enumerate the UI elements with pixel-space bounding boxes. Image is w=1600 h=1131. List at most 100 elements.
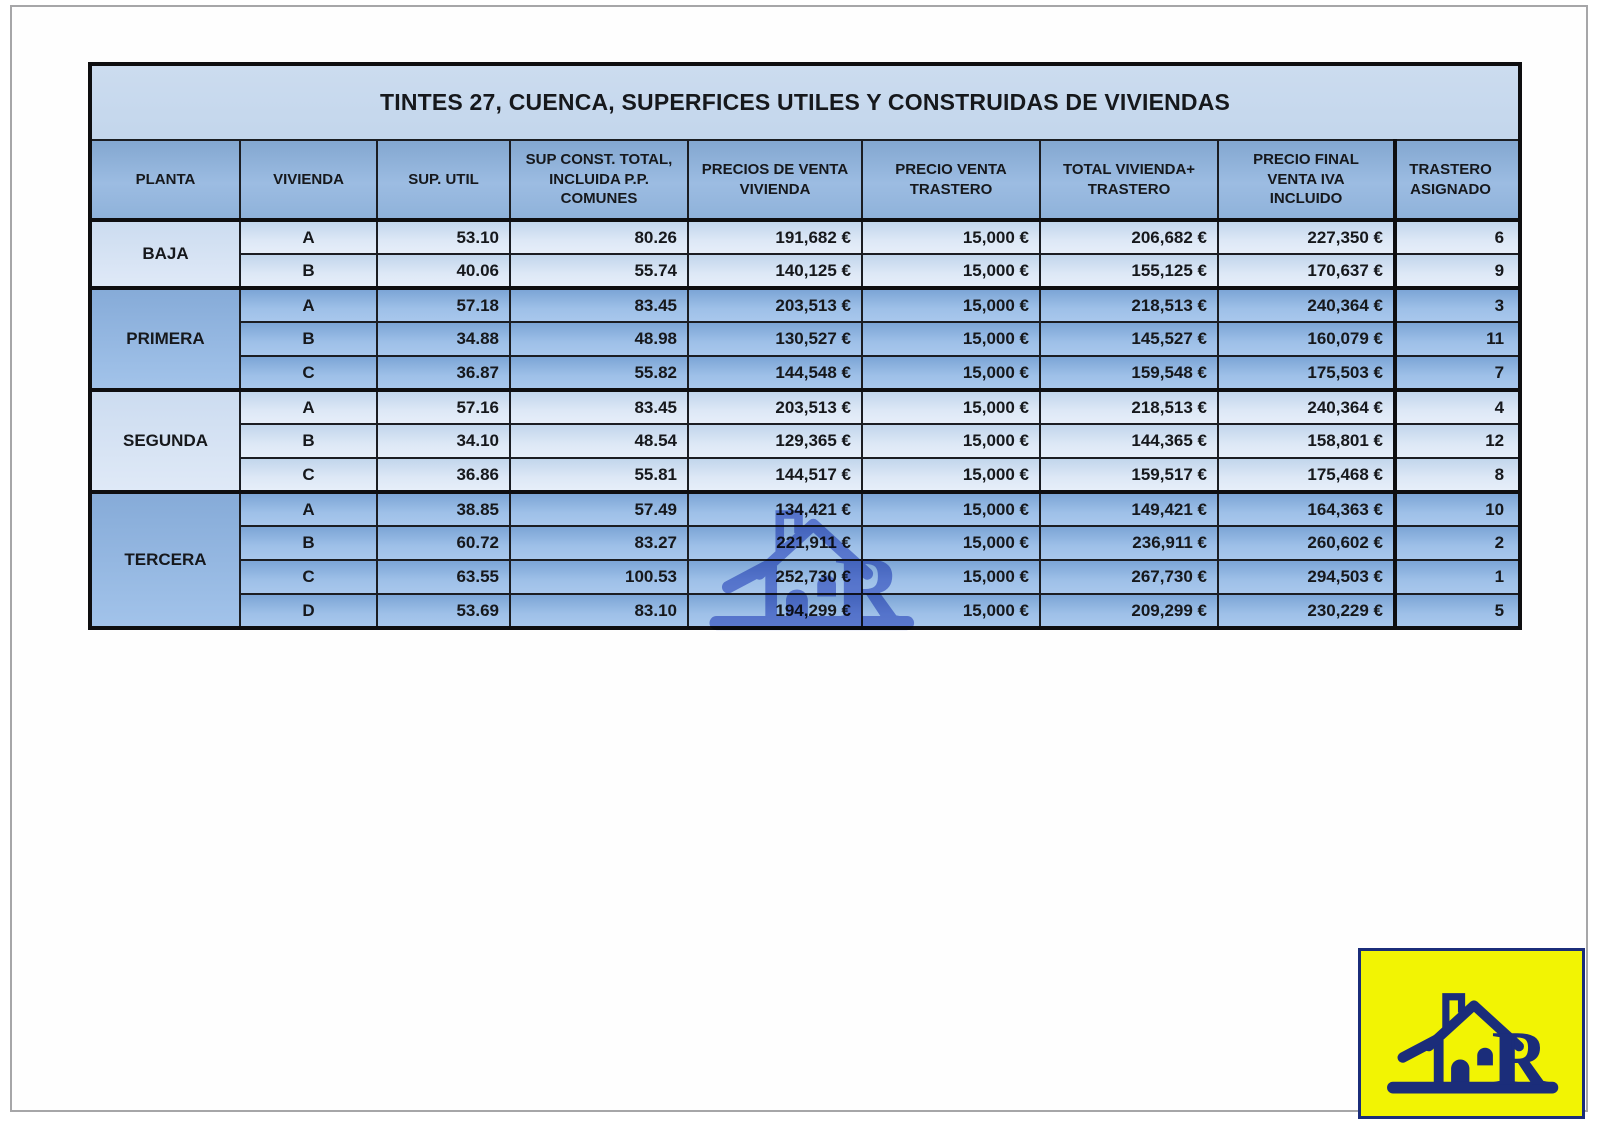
sup-const-cell: 100.53 (509, 559, 689, 595)
column-header-sup-const: SUP CONST. TOTAL, INCLUIDA P.P. COMUNES (509, 139, 689, 222)
precio-venta-cell: 221,911 € (687, 525, 863, 561)
vivienda-cell: C (239, 559, 378, 595)
sup-util-cell: 53.69 (376, 593, 511, 629)
agency-logo (1358, 948, 1585, 1119)
precio-venta-cell: 191,682 € (687, 218, 863, 255)
sup-const-cell: 83.27 (509, 525, 689, 561)
precio-venta-cell: 130,527 € (687, 321, 863, 357)
sup-const-cell: 48.98 (509, 321, 689, 357)
vivienda-cell: A (239, 388, 378, 425)
table-row: B 60.72 83.27 221,911 € 15,000 € 236,911… (90, 525, 1522, 561)
total-cell: 145,527 € (1039, 321, 1219, 357)
column-header-precio-trastero: PRECIO VENTA TRASTERO (861, 139, 1041, 222)
sup-util-cell: 53.10 (376, 218, 511, 255)
precio-final-cell: 160,079 € (1217, 321, 1396, 357)
table-row: B 34.88 48.98 130,527 € 15,000 € 145,527… (90, 321, 1522, 357)
total-cell: 155,125 € (1039, 253, 1219, 289)
precio-venta-cell: 129,365 € (687, 423, 863, 459)
total-cell: 236,911 € (1039, 525, 1219, 561)
total-cell: 206,682 € (1039, 218, 1219, 255)
sup-const-cell: 83.45 (509, 388, 689, 425)
vivienda-cell: A (239, 218, 378, 255)
planta-cell: TERCERA (89, 490, 241, 629)
precio-venta-cell: 144,517 € (687, 457, 863, 493)
table-header-row: PLANTA VIVIENDA SUP. UTIL SUP CONST. TOT… (89, 139, 1522, 222)
sup-const-cell: 83.10 (509, 593, 689, 629)
precio-final-cell: 227,350 € (1217, 218, 1396, 255)
precio-trastero-cell: 15,000 € (861, 286, 1041, 323)
sup-const-cell: 55.74 (509, 253, 689, 289)
sup-const-cell: 83.45 (509, 286, 689, 323)
sup-const-cell: 80.26 (509, 218, 689, 255)
precio-final-cell: 230,229 € (1217, 593, 1396, 629)
column-header-sup-util: SUP. UTIL (376, 139, 511, 222)
precio-final-cell: 158,801 € (1217, 423, 1396, 459)
precio-venta-cell: 203,513 € (687, 388, 863, 425)
sup-const-cell: 48.54 (509, 423, 689, 459)
precio-venta-cell: 203,513 € (687, 286, 863, 323)
precio-trastero-cell: 15,000 € (861, 559, 1041, 595)
table-row: C 63.55 100.53 252,730 € 15,000 € 267,73… (90, 559, 1522, 595)
total-cell: 159,548 € (1039, 355, 1219, 391)
column-header-precio-venta: PRECIOS DE VENTA VIVIENDA (687, 139, 863, 222)
sup-util-cell: 40.06 (376, 253, 511, 289)
total-cell: 144,365 € (1039, 423, 1219, 459)
precio-trastero-cell: 15,000 € (861, 490, 1041, 527)
trastero-asignado-cell: 3 (1392, 286, 1522, 323)
table-row: D 53.69 83.10 194,299 € 15,000 € 209,299… (90, 593, 1522, 629)
sup-util-cell: 36.86 (376, 457, 511, 493)
sup-util-cell: 34.10 (376, 423, 511, 459)
total-cell: 159,517 € (1039, 457, 1219, 493)
house-r-logo-icon (1374, 963, 1570, 1105)
table-row: C 36.86 55.81 144,517 € 15,000 € 159,517… (90, 457, 1522, 493)
price-table: TINTES 27, CUENCA, SUPERFICES UTILES Y C… (88, 62, 1523, 630)
precio-trastero-cell: 15,000 € (861, 218, 1041, 255)
table-row: B 40.06 55.74 140,125 € 15,000 € 155,125… (90, 253, 1522, 289)
precio-trastero-cell: 15,000 € (861, 253, 1041, 289)
table-row: PRIMERA A 57.18 83.45 203,513 € 15,000 €… (89, 286, 1522, 391)
total-cell: 218,513 € (1039, 286, 1219, 323)
vivienda-cell: A (239, 286, 378, 323)
trastero-asignado-cell: 8 (1392, 457, 1522, 493)
sup-const-cell: 57.49 (509, 490, 689, 527)
trastero-asignado-cell: 2 (1392, 525, 1522, 561)
precio-venta-cell: 194,299 € (687, 593, 863, 629)
trastero-asignado-cell: 6 (1392, 218, 1522, 255)
vivienda-cell: B (239, 423, 378, 459)
total-cell: 218,513 € (1039, 388, 1219, 425)
table-title-row: TINTES 27, CUENCA, SUPERFICES UTILES Y C… (88, 63, 1522, 141)
sup-const-cell: 55.81 (509, 457, 689, 493)
table-row: BAJA A 53.10 80.26 191,682 € 15,000 € 20… (89, 218, 1522, 289)
precio-trastero-cell: 15,000 € (861, 457, 1041, 493)
column-header-precio-final: PRECIO FINAL VENTA IVA INCLUIDO (1217, 139, 1396, 222)
precio-trastero-cell: 15,000 € (861, 525, 1041, 561)
vivienda-cell: B (239, 321, 378, 357)
trastero-asignado-cell: 5 (1392, 593, 1522, 629)
precio-trastero-cell: 15,000 € (861, 423, 1041, 459)
price-table-container: TINTES 27, CUENCA, SUPERFICES UTILES Y C… (88, 62, 1523, 630)
trastero-asignado-cell: 9 (1392, 253, 1522, 289)
sup-util-cell: 60.72 (376, 525, 511, 561)
vivienda-cell: C (239, 457, 378, 493)
table-row: B 34.10 48.54 129,365 € 15,000 € 144,365… (90, 423, 1522, 459)
sup-util-cell: 36.87 (376, 355, 511, 391)
precio-final-cell: 260,602 € (1217, 525, 1396, 561)
column-header-planta: PLANTA (89, 139, 241, 222)
column-header-total: TOTAL VIVIENDA+ TRASTERO (1039, 139, 1219, 222)
vivienda-cell: D (239, 593, 378, 629)
precio-final-cell: 170,637 € (1217, 253, 1396, 289)
sup-util-cell: 57.18 (376, 286, 511, 323)
precio-trastero-cell: 15,000 € (861, 593, 1041, 629)
precio-venta-cell: 144,548 € (687, 355, 863, 391)
planta-cell: BAJA (89, 218, 241, 289)
trastero-asignado-cell: 1 (1392, 559, 1522, 595)
precio-final-cell: 164,363 € (1217, 490, 1396, 527)
sup-util-cell: 38.85 (376, 490, 511, 527)
table-title: TINTES 27, CUENCA, SUPERFICES UTILES Y C… (88, 63, 1522, 141)
sup-util-cell: 63.55 (376, 559, 511, 595)
vivienda-cell: A (239, 490, 378, 527)
precio-final-cell: 240,364 € (1217, 286, 1396, 323)
total-cell: 149,421 € (1039, 490, 1219, 527)
precio-final-cell: 294,503 € (1217, 559, 1396, 595)
planta-cell: SEGUNDA (89, 388, 241, 493)
